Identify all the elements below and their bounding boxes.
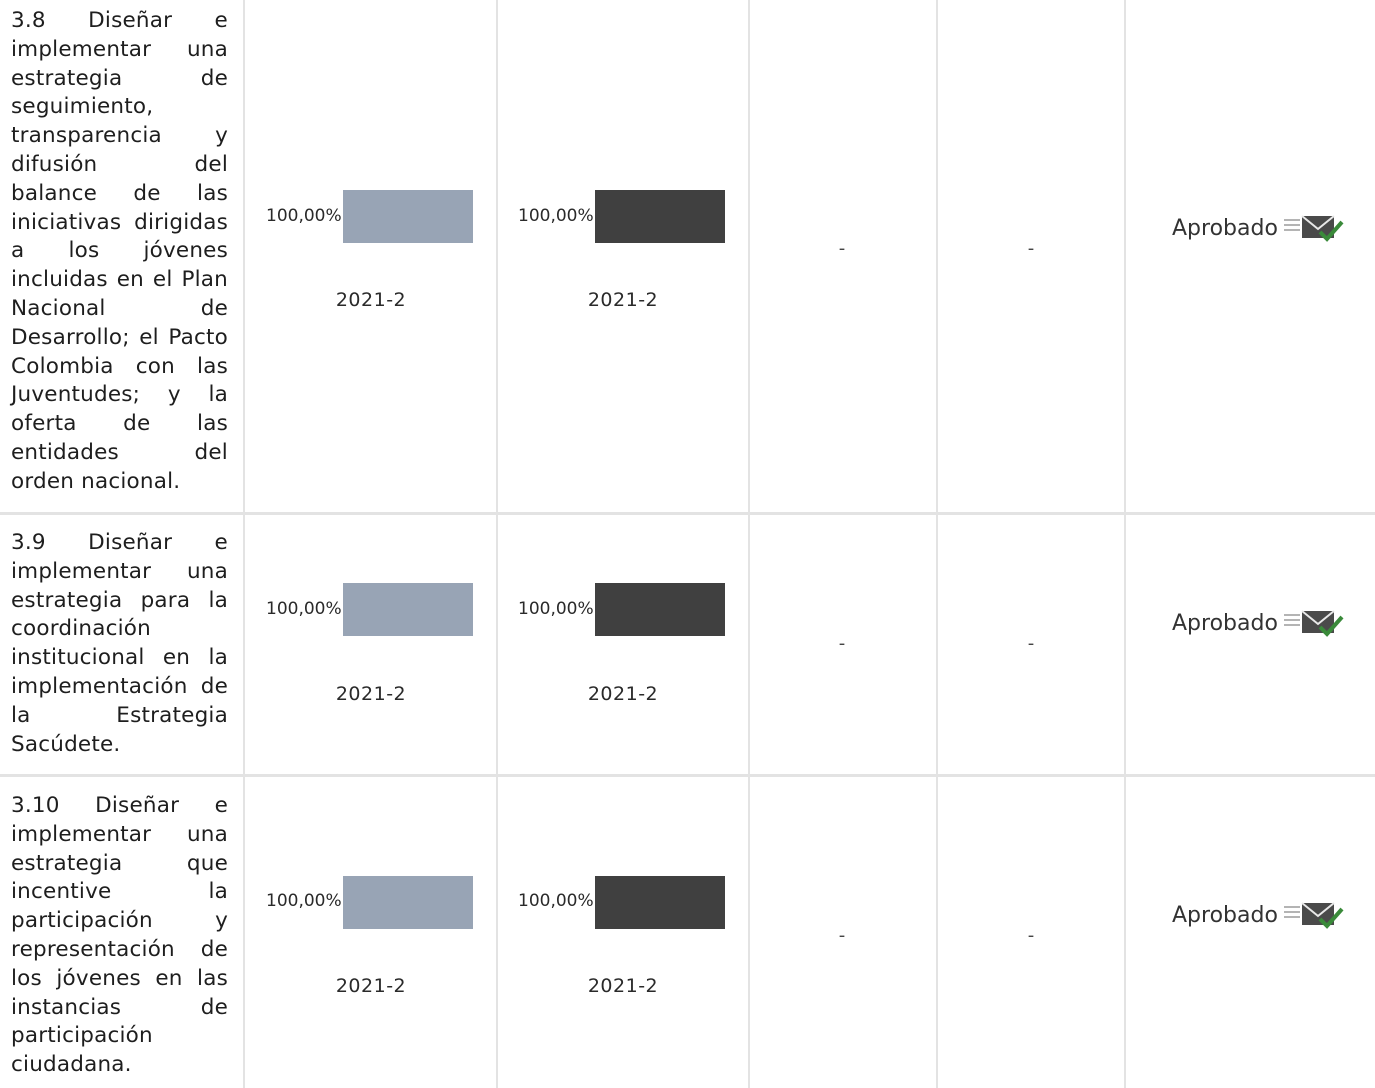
status-badge: Aprobado — [1172, 607, 1346, 639]
column-divider — [496, 0, 498, 1088]
envelope-check-icon[interactable] — [1282, 212, 1346, 244]
table-row: 3.9 Diseñar e implementar una estrategia… — [0, 515, 1375, 774]
progress-percent: 100,00% — [266, 206, 342, 226]
table-row: 3.8 Diseñar e implementar una estrategia… — [0, 0, 1375, 512]
empty-value: - — [1027, 925, 1035, 946]
progress-percent: 100,00% — [266, 599, 342, 619]
goal-description: 3.9 Diseñar e implementar una estrategia… — [11, 530, 228, 757]
progress-cell-1: 100,00% 2021-2 — [246, 0, 496, 512]
period-label: 2021-2 — [587, 975, 659, 997]
period-label: 2021-2 — [335, 683, 407, 705]
empty-value: - — [838, 633, 846, 654]
empty-value: - — [1027, 633, 1035, 654]
progress-cell-2: 100,00% 2021-2 — [498, 515, 748, 774]
progress-bar — [343, 876, 473, 929]
progress-percent: 100,00% — [518, 891, 594, 911]
status-text: Aprobado — [1172, 610, 1278, 636]
progress-bar — [343, 583, 473, 636]
row-divider — [0, 512, 1375, 515]
status-text: Aprobado — [1172, 215, 1278, 241]
progress-bar — [595, 583, 725, 636]
row-divider — [0, 774, 1375, 777]
empty-value: - — [838, 238, 846, 259]
period-label: 2021-2 — [587, 289, 659, 311]
goal-description: 3.10 Diseñar e implementar una estrategi… — [11, 793, 228, 1078]
progress-percent: 100,00% — [518, 206, 594, 226]
status-text: Aprobado — [1172, 902, 1278, 928]
column-divider — [1124, 0, 1126, 1088]
progress-bar — [343, 190, 473, 243]
status-badge: Aprobado — [1172, 212, 1346, 244]
progress-cell-1: 100,00% 2021-2 — [246, 515, 496, 774]
progress-cell-1: 100,00% 2021-2 — [246, 777, 496, 1088]
empty-value: - — [838, 925, 846, 946]
progress-cell-2: 100,00% 2021-2 — [498, 0, 748, 512]
period-label: 2021-2 — [587, 683, 659, 705]
column-divider — [243, 0, 245, 1088]
table-row: 3.10 Diseñar e implementar una estrategi… — [0, 777, 1375, 1088]
column-divider — [936, 0, 938, 1088]
progress-percent: 100,00% — [518, 599, 594, 619]
period-label: 2021-2 — [335, 289, 407, 311]
period-label: 2021-2 — [335, 975, 407, 997]
progress-bar — [595, 876, 725, 929]
progress-cell-2: 100,00% 2021-2 — [498, 777, 748, 1088]
progress-percent: 100,00% — [266, 891, 342, 911]
progress-bar — [595, 190, 725, 243]
goal-description: 3.8 Diseñar e implementar una estrategia… — [11, 8, 228, 494]
status-badge: Aprobado — [1172, 899, 1346, 931]
envelope-check-icon[interactable] — [1282, 899, 1346, 931]
column-divider — [748, 0, 750, 1088]
empty-value: - — [1027, 238, 1035, 259]
envelope-check-icon[interactable] — [1282, 607, 1346, 639]
